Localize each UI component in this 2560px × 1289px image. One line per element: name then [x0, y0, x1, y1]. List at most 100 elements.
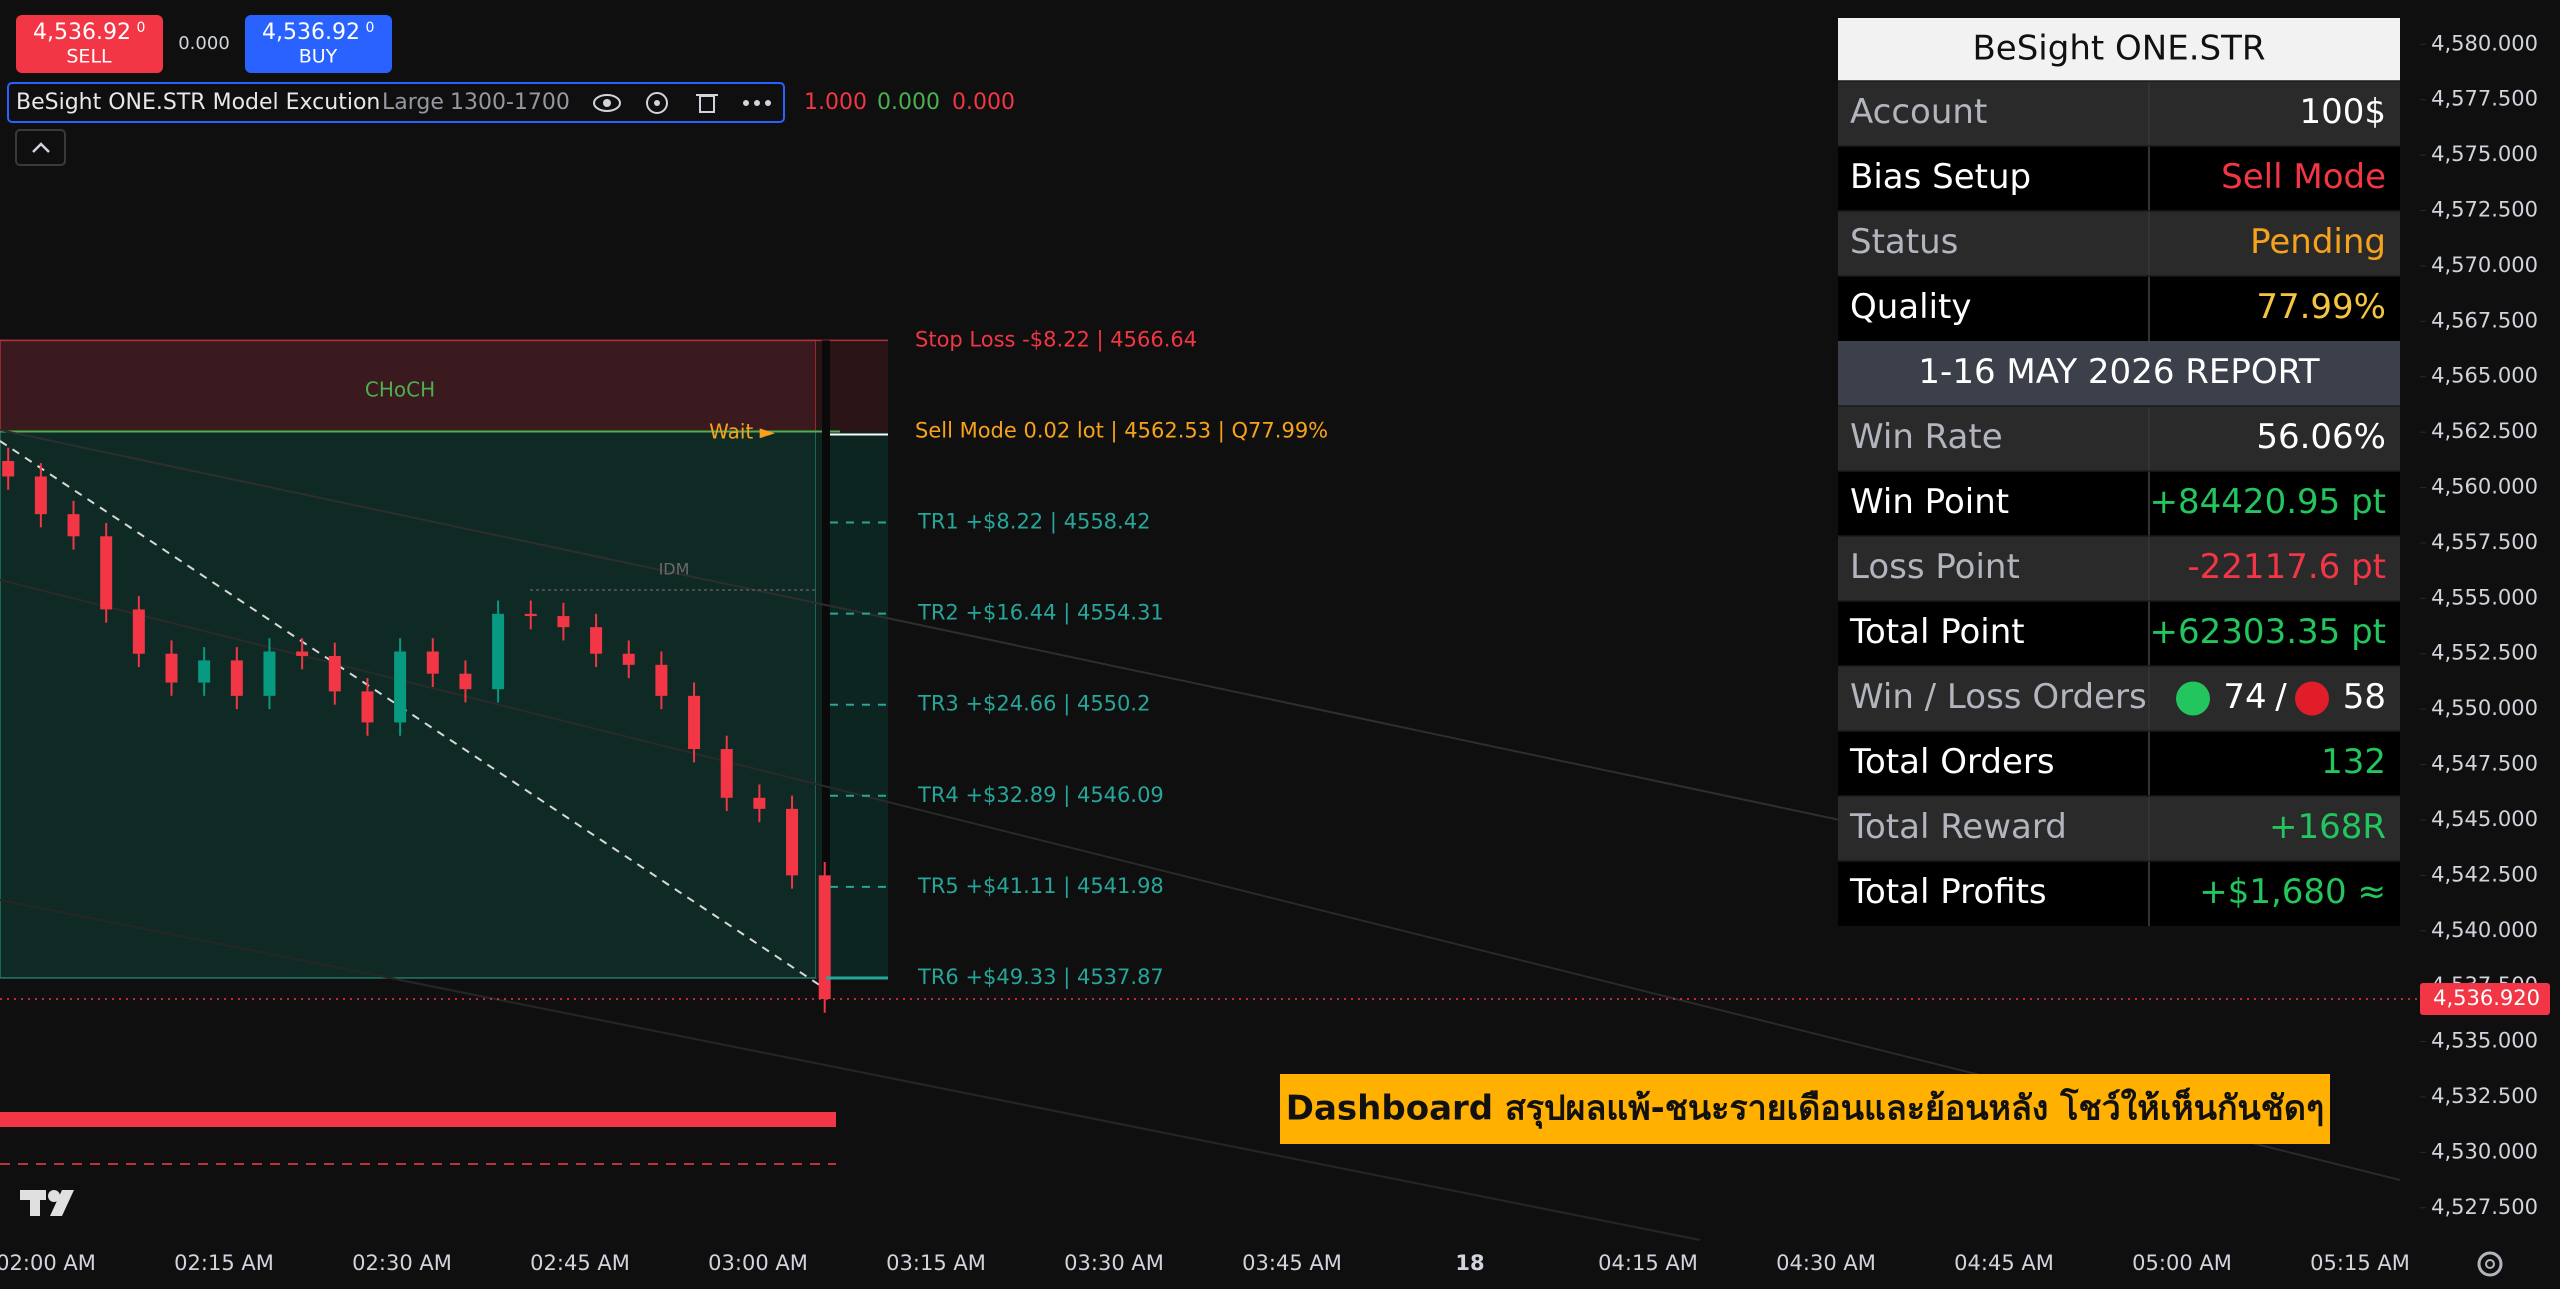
dashboard: BeSight ONE.STR Account 100$ Bias Setup Sell… [1838, 18, 2400, 926]
candle-body [818, 875, 831, 1000]
candle-body [34, 476, 47, 515]
x-tick-label: 02:00 AM [0, 1251, 96, 1275]
banner-background [1280, 1074, 2330, 1144]
dashboard-title: BeSight ONE.STR [1972, 29, 2265, 69]
row-value: Pending [2250, 222, 2386, 262]
wins: 74 [2223, 677, 2266, 717]
y-tick-label: 4,557.500 [2431, 530, 2538, 554]
level-label: TR5 +$41.11 | 4541.98 [917, 874, 1164, 899]
candle-body [230, 660, 243, 696]
x-tick-label: 04:30 AM [1776, 1251, 1876, 1275]
level-label: Stop Loss -$8.22 | 4566.64 [915, 327, 1197, 352]
choch-label: CHoCH [365, 378, 435, 402]
x-tick-label: 02:45 AM [530, 1251, 630, 1275]
y-tick-label: 4,570.000 [2431, 253, 2538, 277]
indicator-legend[interactable]: BeSight ONE.STR Model Excution Large 130… [7, 82, 785, 123]
level-label: TR3 +$24.66 | 4550.2 [917, 692, 1150, 717]
row-value: Sell Mode [2221, 157, 2386, 197]
row-value: +62303.35 pt [2150, 612, 2386, 652]
row-label: Quality [1850, 287, 1972, 327]
trend-line [0, 899, 1701, 1241]
candle-body [2, 460, 15, 477]
row-value: +$1,680 ≈ [2199, 872, 2386, 912]
losses: 58 [2343, 677, 2386, 717]
candle-body [459, 673, 472, 690]
red-bar [0, 1112, 836, 1127]
candle-body [165, 653, 178, 683]
row-bg [1838, 471, 2400, 536]
collapse-button[interactable] [15, 129, 66, 166]
wait-label: Wait ► [709, 420, 776, 444]
x-tick-label: 03:45 AM [1242, 1251, 1342, 1275]
y-tick-label: 4,547.500 [2431, 752, 2538, 776]
y-tick-label: 4,567.500 [2431, 308, 2538, 332]
candle-body [622, 653, 635, 665]
candle-body [328, 655, 341, 692]
buy-button[interactable]: 4,536.92 0 BUY [245, 15, 392, 73]
candle-body [492, 613, 505, 690]
y-tick-label: 4,532.500 [2431, 1084, 2538, 1108]
trend-line [0, 429, 1841, 821]
sell-price-fraction: 0 [137, 20, 146, 36]
row-label: Total Reward [1849, 807, 2067, 847]
y-tick-label: 4,562.500 [2431, 419, 2538, 443]
candles [2, 447, 831, 1013]
y-tick-label: 4,527.500 [2431, 1195, 2538, 1219]
win-dot [2176, 681, 2210, 716]
indicator-name: BeSight ONE.STR Model Excution [16, 90, 380, 115]
row-bg [1838, 146, 2400, 211]
candle-body [557, 616, 570, 628]
row-value: 100$ [2299, 92, 2386, 132]
row-bg [1838, 861, 2400, 926]
more-icon[interactable] [743, 100, 771, 106]
x-tick-label: 04:15 AM [1598, 1251, 1698, 1275]
level-label: Sell Mode 0.02 lot | 4562.53 | Q77.99% [915, 418, 1328, 443]
row-bg [1838, 406, 2400, 471]
delete-icon[interactable] [696, 94, 718, 113]
row-value: 56.06% [2256, 417, 2386, 457]
sell-button[interactable]: 4,536.92 0 SELL [16, 15, 163, 73]
x-tick-label: 18 [1455, 1251, 1484, 1275]
spread: 0.000 [178, 33, 230, 54]
stop-loss-zone [0, 339, 817, 433]
sell-label: SELL [66, 46, 112, 68]
eye-icon[interactable] [593, 94, 621, 112]
candle-body [753, 797, 766, 809]
settings-icon[interactable] [2477, 1251, 2503, 1277]
indicator-output: 1.000 [804, 90, 867, 115]
loss-dot [2295, 681, 2329, 716]
y-tick-label: 4,565.000 [2431, 364, 2538, 388]
row-label: Total Profits [1849, 872, 2047, 912]
dashboard-title-bg [1838, 18, 2400, 81]
current-price-label: 4,536.920 [2433, 986, 2540, 1010]
y-tick-label: 4,572.500 [2431, 198, 2538, 222]
candle-body [394, 651, 407, 723]
x-tick-label: 03:00 AM [708, 1251, 808, 1275]
x-tick-label: 04:45 AM [1954, 1251, 2054, 1275]
y-tick-label: 4,550.000 [2431, 696, 2538, 720]
settings-icon[interactable] [646, 92, 668, 114]
row-value: 77.99% [2256, 287, 2386, 327]
level-label: TR2 +$16.44 | 4554.31 [917, 601, 1164, 626]
x-tick-label: 03:15 AM [886, 1251, 986, 1275]
y-tick-label: 4,577.500 [2431, 87, 2538, 111]
row-bg [1838, 796, 2400, 861]
x-tick-label: 03:30 AM [1064, 1251, 1164, 1275]
tradingview-logo [20, 1190, 74, 1216]
buy-label: BUY [299, 46, 338, 68]
candle-body [263, 651, 276, 696]
y-tick-label: 4,555.000 [2431, 585, 2538, 609]
row-bg [1838, 601, 2400, 666]
row-label: Win Rate [1850, 417, 2003, 457]
overlay: Stop Loss -$8.22 | 4566.64 Sell Mode 0.02… [0, 327, 2420, 1000]
axes: 4,580.000 4,577.500 4,575.000 4,572.500 4,57… [0, 31, 2550, 1275]
x-tick-label: 05:00 AM [2132, 1251, 2232, 1275]
y-tick-label: 4,580.000 [2431, 31, 2538, 55]
row-value: 132 [2321, 742, 2386, 782]
candle-body [720, 749, 733, 798]
x-tick-label: 02:30 AM [352, 1251, 452, 1275]
idm-label: IDM [659, 560, 690, 579]
y-tick-label: 4,560.000 [2431, 475, 2538, 499]
row-bg [1838, 276, 2400, 341]
